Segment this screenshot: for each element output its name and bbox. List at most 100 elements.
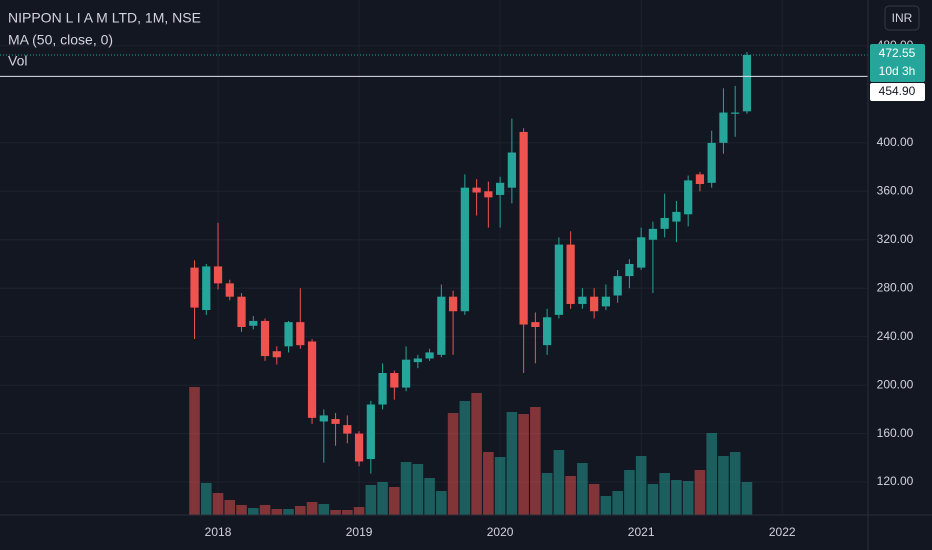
currency-label[interactable]: INR: [892, 11, 913, 25]
countdown-label: 10d 3h: [879, 64, 916, 78]
volume-bar: [436, 491, 447, 515]
y-tick-label: 120.00: [877, 474, 914, 488]
y-tick-label: 200.00: [877, 377, 914, 391]
candle-body: [625, 263, 634, 277]
volume-bar: [224, 500, 236, 515]
candle-body: [260, 320, 270, 357]
indicator-label[interactable]: Vol: [8, 53, 27, 69]
axis-layer: 120.00 160.00 200.00 240.00 280.00 320.00 360.…: [205, 38, 925, 539]
volume-bar: [424, 478, 435, 515]
candle-body: [425, 352, 434, 359]
volume-layer: [189, 387, 753, 515]
x-tick-label: 2022: [769, 525, 796, 539]
candle-body: [448, 296, 458, 312]
volume-bar: [671, 480, 682, 515]
candle-body: [190, 267, 199, 308]
volume-bar: [518, 414, 529, 515]
y-tick-label: 320.00: [877, 232, 914, 246]
volume-bar: [306, 502, 318, 515]
volume-bar: [494, 457, 506, 515]
candle-body: [578, 296, 587, 304]
candle-body: [202, 266, 211, 311]
volume-bar: [565, 476, 576, 515]
candle-body: [284, 322, 293, 347]
candle-body: [684, 180, 693, 215]
candle-body: [331, 419, 340, 424]
volume-bar: [588, 484, 600, 515]
candle-body: [613, 276, 622, 296]
y-tick-label: 280.00: [877, 280, 914, 294]
volume-bar: [729, 452, 741, 515]
candle-body: [672, 211, 681, 222]
volume-bar: [624, 470, 635, 515]
candle-body: [566, 244, 575, 304]
candle-body: [554, 244, 563, 315]
volume-bar: [189, 387, 200, 515]
volume-bar: [377, 482, 388, 515]
volume-bar: [553, 450, 565, 515]
candle-body: [319, 415, 328, 422]
candle-body: [531, 322, 540, 327]
reference-tag: [870, 82, 925, 101]
last-price-tag: [870, 43, 925, 82]
volume-bar: [612, 491, 623, 515]
candle-body: [249, 320, 258, 326]
x-tick-label: 2020: [487, 525, 514, 539]
volume-bar: [718, 456, 729, 515]
volume-bar: [248, 508, 259, 515]
volume-bar: [530, 407, 541, 515]
candle-body: [660, 217, 669, 229]
volume-bar: [659, 473, 670, 515]
volume-bar: [471, 393, 482, 515]
volume-bar: [706, 433, 717, 515]
volume-bar: [600, 496, 612, 515]
volume-bar: [353, 507, 365, 515]
candle-body: [460, 187, 469, 312]
candle-body: [601, 296, 611, 307]
y-tick-label: 240.00: [877, 329, 914, 343]
currency-button[interactable]: [884, 5, 920, 31]
candle-body: [519, 131, 528, 325]
volume-bar: [577, 463, 588, 515]
volume-bar: [295, 506, 306, 515]
candle-body: [401, 359, 411, 388]
volume-bar: [635, 456, 647, 515]
y-tick-label: 160.00: [877, 426, 914, 440]
volume-bar: [330, 510, 341, 515]
candle-body: [213, 266, 223, 284]
candle-body: [543, 317, 552, 346]
candle-body: [707, 142, 716, 183]
candle-body: [437, 296, 446, 355]
candle-body: [496, 182, 505, 195]
indicator-label[interactable]: MA (50, close, 0): [8, 32, 113, 48]
candle-body: [413, 358, 422, 363]
volume-bar: [259, 505, 271, 515]
volume-bar: [342, 510, 353, 515]
candle-body: [695, 174, 705, 185]
volume-bar: [541, 473, 553, 515]
candle-body: [719, 112, 728, 143]
volume-bar: [389, 487, 400, 515]
candle-body: [742, 54, 752, 112]
candle-body: [272, 351, 281, 358]
volume-bar: [236, 505, 247, 515]
volume-bar: [741, 482, 753, 515]
volume-bar: [200, 483, 212, 515]
x-tick-label: 2021: [628, 525, 655, 539]
volume-bar: [400, 462, 412, 515]
candle-body: [648, 228, 658, 240]
candle-body: [731, 112, 740, 114]
volume-bar: [318, 504, 330, 515]
volume-bar: [483, 452, 494, 515]
candle-body: [307, 341, 317, 418]
x-tick-label: 2019: [346, 525, 373, 539]
candle-body: [343, 425, 352, 434]
candle-body: [378, 373, 387, 405]
volume-bar: [682, 481, 694, 515]
candle-body: [390, 373, 399, 388]
volume-bar: [459, 401, 471, 515]
candle-body: [354, 433, 364, 462]
volume-bar: [694, 470, 706, 515]
candle-body: [590, 296, 599, 312]
